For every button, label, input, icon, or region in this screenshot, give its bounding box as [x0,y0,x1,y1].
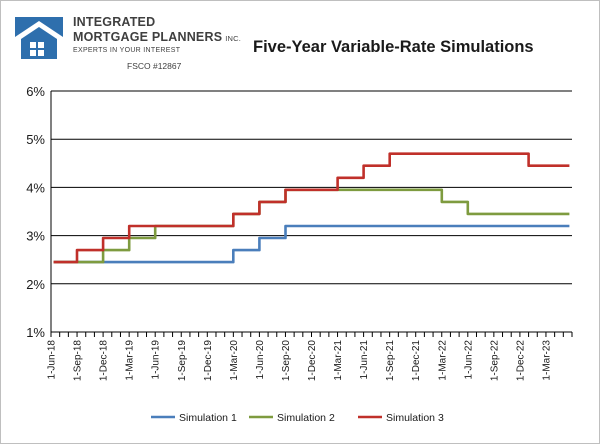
x-tick-label: 1-Dec-22 [515,340,526,382]
x-tick-label: 1-Jun-21 [359,340,370,380]
y-tick-label: 4% [26,180,45,195]
x-axis-ticks: 1-Jun-18 1-Sep-18 1-Dec-18 1-Mar-19 1-Jun-19… [47,332,573,381]
x-tick-label: 1-Jun-20 [255,340,266,380]
series-line-3 [53,152,570,264]
x-tick-label: 1-Sep-22 [489,340,500,382]
x-tick-label: 1-Dec-20 [307,340,318,382]
legend-label-1: Simulation 1 [179,412,237,424]
brand-name-line1: INTEGRATED [73,15,156,29]
y-tick-label: 6% [26,84,45,99]
x-tick-label: 1-Dec-21 [411,340,422,382]
x-tick-label: 1-Jun-18 [47,340,58,380]
logo-window-3 [30,50,36,56]
x-tick-label: 1-Jun-19 [151,340,162,380]
y-tick-label: 5% [26,132,45,147]
series-lines [53,152,570,264]
x-tick-label: 1-Mar-23 [541,340,552,381]
logo-window-4 [38,50,44,56]
y-tick-label: 3% [26,229,45,244]
y-tick-label: 1% [26,325,45,340]
brand-tagline: EXPERTS IN YOUR INTEREST [73,47,181,54]
x-tick-label: 1-Mar-19 [125,340,136,381]
brand-license: FSCO #12867 [127,61,182,71]
x-tick-label: 1-Sep-19 [177,340,188,382]
x-tick-label: 1-Mar-21 [333,340,344,381]
logo-window-1 [30,42,36,48]
series-line-1 [53,224,570,264]
x-tick-label: 1-Mar-22 [437,340,448,381]
x-tick-label: 1-Dec-18 [99,340,110,382]
brand-name-line2-text: MORTGAGE PLANNERS [73,30,223,44]
x-tick-label: 1-Dec-19 [203,340,214,382]
x-tick-label: 1-Sep-21 [385,340,396,382]
brand-inc: INC. [225,34,242,43]
y-tick-label: 2% [26,277,45,292]
legend: Simulation 1 Simulation 2 Simulation 3 [151,412,444,424]
house-logo-icon [15,17,63,59]
gridlines [50,90,572,333]
y-axis-ticks: 1% 2% 3% 4% 5% 6% [26,84,45,340]
x-tick-label: 1-Sep-18 [73,340,84,382]
x-tick-label: 1-Mar-20 [229,340,240,381]
x-tick-label: 1-Jun-22 [463,340,474,380]
legend-label-3: Simulation 3 [386,412,444,424]
logo-window-2 [38,42,44,48]
x-tick-label: 1-Sep-20 [281,340,292,382]
brand-name-line2: MORTGAGE PLANNERS INC. [73,30,241,44]
chart-title: Five-Year Variable-Rate Simulations [253,38,534,56]
logo-roof [15,17,63,37]
legend-label-2: Simulation 2 [277,412,335,424]
